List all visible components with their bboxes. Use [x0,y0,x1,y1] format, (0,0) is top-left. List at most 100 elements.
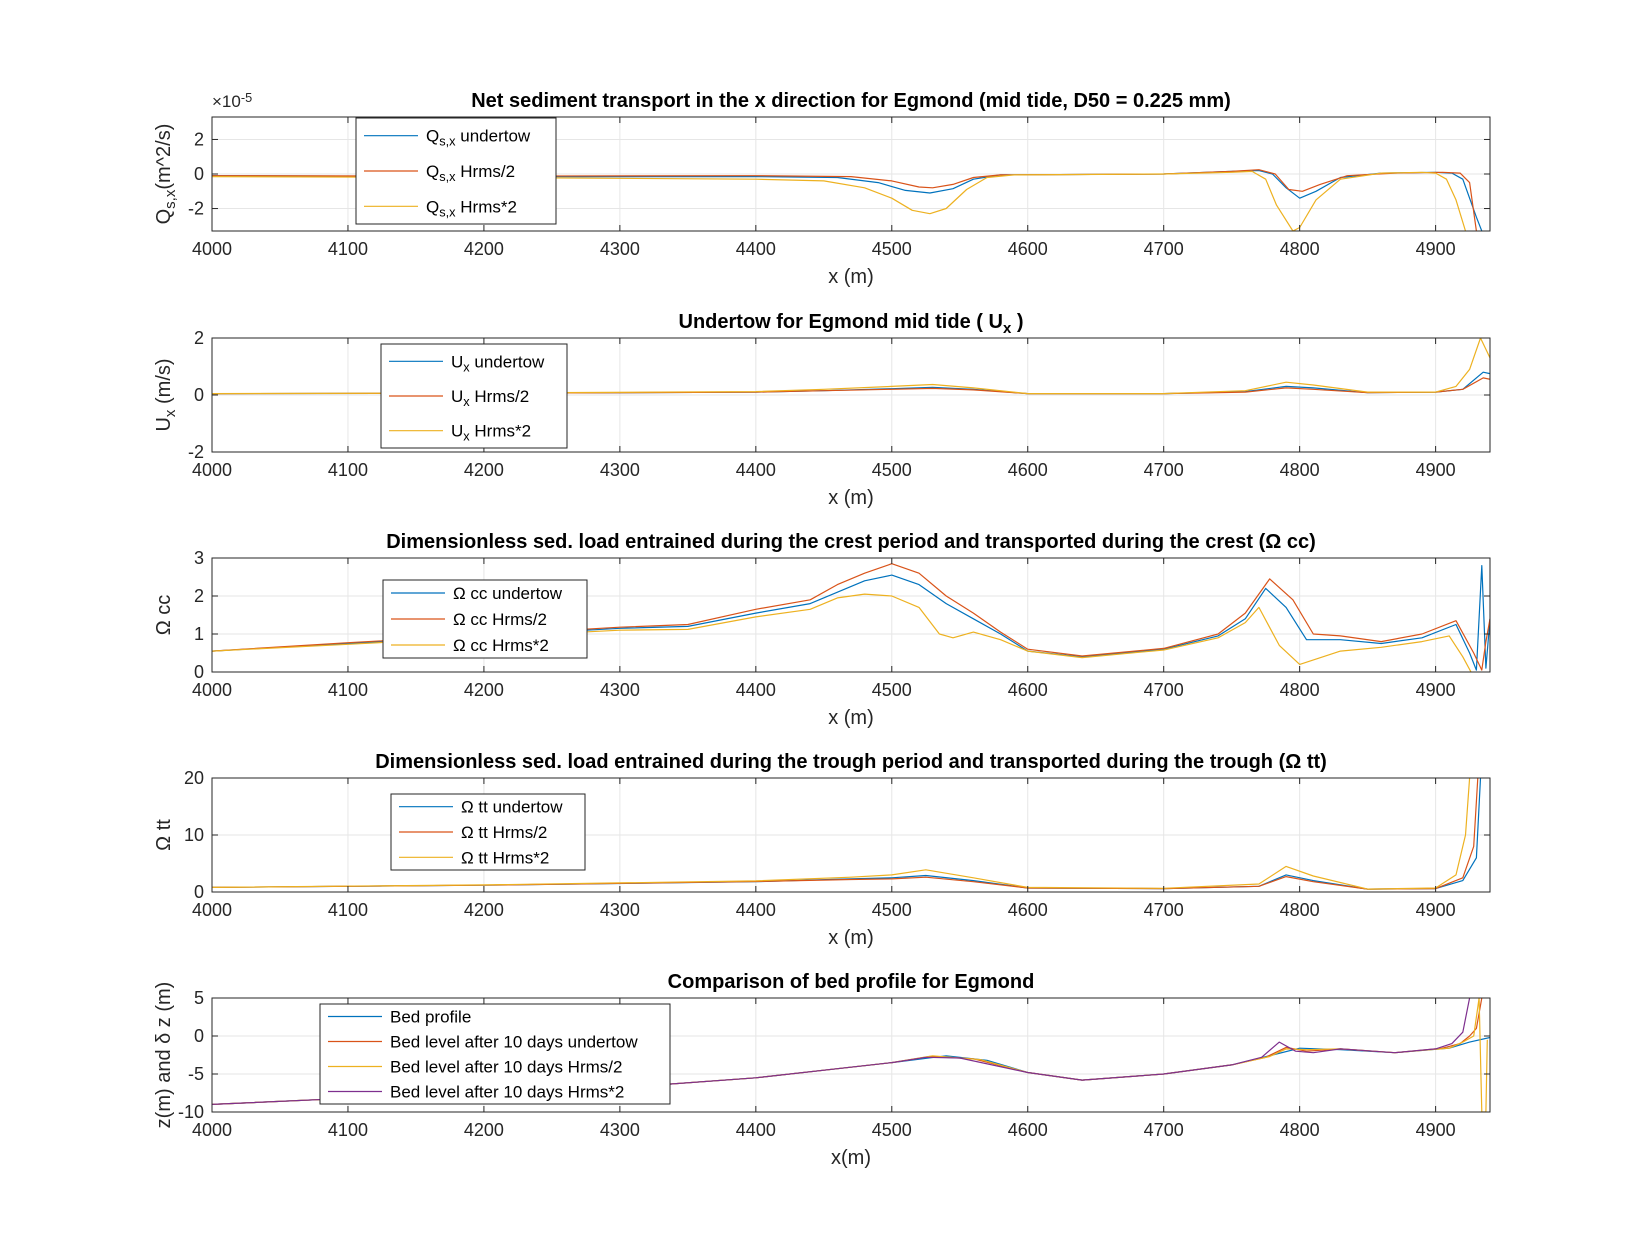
x-tick-label: 4300 [600,239,640,259]
x-tick-label: 4600 [1008,239,1048,259]
x-tick-label: 4500 [872,239,912,259]
x-tick-label: 4200 [464,900,504,920]
y-tick-label: -2 [188,199,204,219]
x-tick-label: 4700 [1144,900,1184,920]
legend: Qs,x undertow Qs,x Hrms/2 Qs,x Hrms*2 [355,117,557,225]
x-axis-label: x (m) [828,487,874,509]
y-axis-label: Ux (m/s) [153,358,179,431]
x-tick-label: 4100 [328,1120,368,1140]
series-line-3 [212,170,1467,231]
x-tick-label: 4300 [600,900,640,920]
y-tick-label: 5 [194,988,204,1008]
x-tick-label: 4500 [872,1120,912,1140]
y-tick-label: 20 [184,768,204,788]
x-tick-label: 4800 [1280,680,1320,700]
y-tick-label: -2 [188,442,204,462]
x-tick-label: 4000 [192,239,232,259]
axes-box [211,557,1491,673]
series-line-1 [212,565,1490,671]
x-tick-label: 4700 [1144,1120,1184,1140]
x-tick-label: 4100 [328,460,368,480]
x-tick-label: 4400 [736,1120,776,1140]
legend-label: Ux Hrms*2 [451,422,531,444]
x-tick-label: 4700 [1144,680,1184,700]
legend-label: Ω tt undertow [461,798,563,817]
legend-box [319,1003,671,1105]
y-tick-label: 2 [194,129,204,149]
legend-label: Ω cc Hrms*2 [453,636,549,655]
legend-label: Ω tt Hrms/2 [461,823,547,842]
y-tick-label: 0 [194,882,204,902]
x-tick-label: 4800 [1280,1120,1320,1140]
y-tick-label: -5 [188,1064,204,1084]
x-axis-label: x (m) [828,266,874,288]
axes-box [211,997,1491,1113]
x-tick-label: 4000 [192,680,232,700]
legend: Ux undertow Ux Hrms/2 Ux Hrms*2 [380,343,568,449]
y-tick-label: 2 [194,328,204,348]
series-line-3 [212,338,1490,395]
y-tick-label: 10 [184,825,204,845]
x-tick-label: 4200 [464,680,504,700]
x-tick-label: 4800 [1280,460,1320,480]
x-tick-label: 4500 [872,900,912,920]
series-line-4 [212,998,1471,1105]
x-tick-label: 4000 [192,460,232,480]
x-tick-label: 4500 [872,680,912,700]
legend: Bed profile Bed level after 10 days under… [319,1003,671,1105]
chart-title: Net sediment transport in the x directio… [471,90,1231,112]
legend-label: Ω cc Hrms/2 [453,610,547,629]
y-tick-label: 3 [194,548,204,568]
legend: Ω cc undertow Ω cc Hrms/2 Ω cc Hrms*2 [382,579,588,659]
legend-label: Qs,x undertow [426,127,531,149]
legend-label: Bed level after 10 days Hrms*2 [390,1083,624,1102]
legend-label: Bed level after 10 days Hrms/2 [390,1058,622,1077]
x-tick-label: 4300 [600,460,640,480]
legend-label: Ux undertow [451,352,545,374]
x-tick-label: 4700 [1144,239,1184,259]
x-tick-label: 4800 [1280,900,1320,920]
chart-title: Dimensionless sed. load entrained during… [375,751,1327,773]
x-tick-label: 4600 [1008,680,1048,700]
series-line-2 [212,563,1490,671]
legend-label: Bed profile [390,1008,471,1027]
y-tick-label: 0 [194,164,204,184]
x-tick-label: 4200 [464,1120,504,1140]
x-tick-label: 4900 [1416,1120,1456,1140]
x-tick-label: 4400 [736,900,776,920]
x-tick-label: 4500 [872,460,912,480]
x-tick-label: 4600 [1008,900,1048,920]
axis-exponent-label: ×10-5 [212,90,252,111]
y-axis-label: Ω cc [153,595,175,636]
chart-title: Undertow for Egmond mid tide ( Ux ) [679,311,1024,337]
chart-title: Comparison of bed profile for Egmond [668,971,1035,993]
x-tick-label: 4000 [192,1120,232,1140]
x-tick-label: 4600 [1008,1120,1048,1140]
chart-panel-2: 4000 4100 4200 4300 4400 4500 4600 4700 4800 4900… [153,311,1491,509]
legend-label: Ω tt Hrms*2 [461,848,549,867]
x-tick-label: 4300 [600,680,640,700]
y-tick-label: -10 [178,1102,204,1122]
legend-label: Qs,x Hrms*2 [426,197,517,219]
chart-panel-4: 4000 4100 4200 4300 4400 4500 4600 4700 4800 4900… [153,751,1491,949]
x-axis-label: x (m) [828,707,874,729]
x-tick-label: 4200 [464,460,504,480]
y-axis-label: Qs,x(m^2/s) [153,124,179,225]
x-tick-label: 4900 [1416,680,1456,700]
x-tick-label: 4400 [736,239,776,259]
x-tick-label: 4900 [1416,460,1456,480]
y-axis-label: Ω tt [153,819,175,851]
legend-label: Ω cc undertow [453,584,563,603]
x-tick-label: 4100 [328,680,368,700]
chart-title: Dimensionless sed. load entrained during… [386,531,1316,553]
legend-label: Ux Hrms/2 [451,387,529,409]
x-tick-label: 4600 [1008,460,1048,480]
legend: Ω tt undertow Ω tt Hrms/2 Ω tt Hrms*2 [390,793,586,871]
y-tick-label: 0 [194,662,204,682]
y-tick-label: 2 [194,586,204,606]
legend-label: Qs,x Hrms/2 [426,162,515,184]
x-tick-label: 4400 [736,680,776,700]
x-tick-label: 4900 [1416,239,1456,259]
x-tick-label: 4100 [328,239,368,259]
